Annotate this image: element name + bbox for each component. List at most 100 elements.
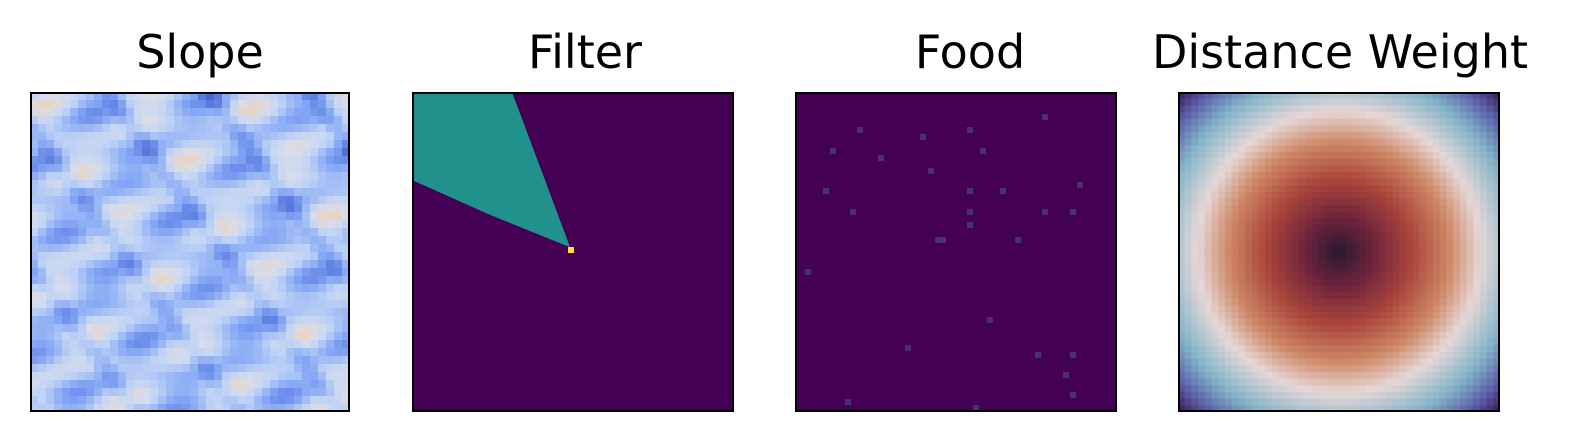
slope-cell: [150, 388, 159, 397]
distance-cell: [1459, 258, 1467, 266]
slope-cell: [142, 316, 151, 325]
slope-cell: [254, 124, 263, 133]
distance-cell: [1412, 318, 1420, 326]
distance-cell: [1339, 325, 1347, 333]
distance-cell: [1446, 298, 1454, 306]
slope-cell: [326, 244, 335, 253]
slope-cell: [270, 244, 279, 253]
distance-cell: [1258, 338, 1266, 346]
slope-cell: [62, 180, 71, 189]
distance-cell: [1339, 232, 1347, 240]
slope-cell: [94, 292, 103, 301]
slope-cell: [142, 212, 151, 221]
distance-cell: [1339, 312, 1347, 320]
slope-cell: [166, 372, 175, 381]
slope-cell: [118, 100, 127, 109]
slope-cell: [270, 236, 279, 245]
distance-cell: [1446, 312, 1454, 320]
slope-cell: [142, 396, 151, 405]
distance-cell: [1204, 352, 1213, 360]
distance-cell: [1292, 338, 1300, 346]
distance-cell: [1278, 238, 1286, 246]
slope-cell: [278, 204, 287, 213]
distance-cell: [1372, 232, 1380, 240]
distance-cell: [1204, 252, 1213, 260]
slope-cell: [54, 236, 63, 245]
distance-cell: [1359, 318, 1367, 326]
slope-cell: [62, 300, 71, 309]
distance-cell: [1204, 398, 1213, 406]
distance-cell: [1419, 332, 1427, 340]
slope-cell: [206, 260, 215, 269]
distance-cell: [1258, 305, 1266, 313]
distance-cell: [1184, 332, 1192, 340]
slope-cell: [222, 188, 231, 197]
distance-cell: [1198, 172, 1206, 180]
slope-cell: [94, 108, 103, 117]
distance-cell: [1385, 278, 1394, 286]
distance-cell: [1473, 138, 1481, 146]
distance-cell: [1325, 392, 1333, 400]
slope-cell: [126, 364, 135, 373]
slope-cell: [326, 388, 335, 397]
distance-cell: [1265, 192, 1273, 200]
food-background: [795, 92, 1117, 412]
distance-cell: [1285, 232, 1293, 240]
slope-cell: [94, 148, 103, 157]
distance-cell: [1318, 112, 1327, 120]
distance-cell: [1231, 365, 1239, 373]
distance-cell: [1466, 212, 1474, 220]
slope-cell: [94, 228, 103, 237]
slope-cell: [342, 164, 350, 173]
distance-cell: [1406, 172, 1414, 180]
food-cell: [1070, 209, 1076, 215]
slope-cell: [126, 108, 135, 117]
slope-cell: [230, 108, 239, 117]
slope-cell: [246, 116, 255, 125]
slope-cell: [238, 388, 247, 397]
distance-cell: [1399, 278, 1407, 286]
slope-cell: [166, 164, 175, 173]
plot-frame: [412, 92, 734, 412]
distance-cell: [1432, 398, 1441, 406]
slope-cell: [182, 356, 191, 365]
distance-cell: [1265, 365, 1273, 373]
slope-cell: [46, 332, 55, 341]
slope-cell: [94, 284, 103, 293]
distance-cell: [1258, 152, 1266, 160]
slope-cell: [254, 260, 263, 269]
slope-cell: [158, 132, 167, 141]
distance-cell: [1385, 372, 1394, 380]
slope-cell: [326, 204, 335, 213]
slope-cell: [118, 156, 127, 165]
distance-cell: [1238, 265, 1246, 273]
slope-cell: [62, 164, 71, 173]
distance-cell: [1372, 378, 1380, 386]
slope-cell: [78, 172, 87, 181]
distance-cell: [1372, 398, 1380, 406]
distance-cell: [1426, 105, 1434, 113]
distance-cell: [1231, 405, 1239, 412]
slope-cell: [278, 284, 287, 293]
slope-cell: [246, 92, 255, 101]
distance-cell: [1446, 252, 1454, 260]
distance-cell: [1486, 245, 1494, 253]
distance-cell: [1339, 105, 1347, 113]
slope-cell: [110, 108, 119, 117]
slope-cell: [54, 244, 63, 253]
distance-cell: [1218, 98, 1226, 106]
slope-cell: [150, 204, 159, 213]
distance-cell: [1204, 205, 1213, 213]
distance-cell: [1439, 185, 1447, 193]
slope-cell: [102, 108, 111, 117]
distance-cell: [1493, 225, 1500, 233]
slope-cell: [278, 292, 287, 301]
distance-cell: [1271, 252, 1280, 260]
slope-cell: [214, 396, 223, 405]
distance-cell: [1412, 118, 1420, 126]
distance-cell: [1399, 132, 1407, 140]
slope-cell: [238, 156, 247, 165]
distance-cell: [1204, 378, 1213, 386]
distance-cell: [1412, 98, 1420, 106]
slope-cell: [294, 148, 303, 157]
